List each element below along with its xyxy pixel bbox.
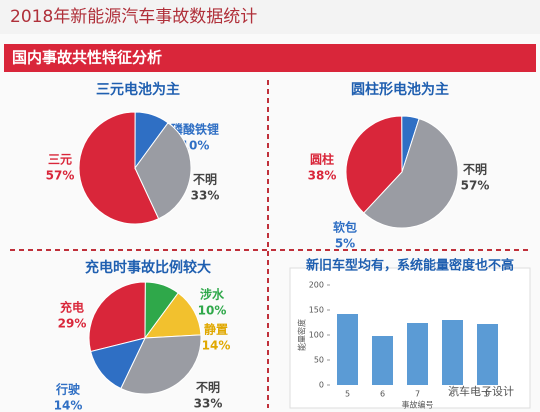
- chart-title: 充电时事故比例较大: [85, 259, 211, 276]
- slice-name: 磷酸铁锂: [171, 122, 219, 137]
- slice-value: 57%: [46, 169, 75, 183]
- y-tick-label: 0: [319, 381, 324, 390]
- y-tick-label: 150: [309, 306, 324, 315]
- bar: [337, 314, 358, 385]
- y-tick-label: 100: [309, 331, 324, 340]
- slice-value: 10%: [198, 304, 227, 318]
- slice-name: 不明: [196, 381, 220, 395]
- slice-name: 不明: [193, 173, 217, 187]
- pie-slice: [78, 111, 160, 225]
- header-band: [0, 0, 540, 34]
- banner-text: 国内事故共性特征分析: [12, 49, 162, 67]
- slice-name: 行驶: [55, 382, 80, 397]
- x-tick-label: 6: [380, 390, 385, 399]
- slice-value: 38%: [308, 169, 337, 183]
- watermark: 汽车电子设计: [448, 384, 514, 398]
- slice-name: 三元: [48, 153, 72, 167]
- chart-title: 新旧车型均有，系统能量密度也不高: [306, 258, 514, 274]
- bar: [372, 336, 393, 385]
- pie-slice: [90, 337, 146, 390]
- slice-name: 圆柱: [310, 152, 334, 167]
- pie-slice: [134, 122, 192, 220]
- x-tick-label: 9: [485, 390, 490, 399]
- slice-value: 5%: [335, 237, 355, 251]
- slice-name: 软包: [333, 220, 357, 235]
- banner: [4, 44, 536, 72]
- pie-slice: [88, 281, 146, 353]
- pie-slice: [363, 118, 459, 229]
- pie-slice: [345, 115, 403, 214]
- chart-title: 圆柱形电池为主: [351, 81, 449, 98]
- slice-value: 14%: [54, 399, 83, 412]
- slice-value: 33%: [194, 397, 223, 411]
- slice-name: 涉水: [200, 287, 225, 302]
- page-title: 2018年新能源汽车事故数据统计: [10, 7, 257, 27]
- slice-name: 不明: [463, 163, 487, 177]
- y-tick-label: 50: [314, 356, 324, 365]
- bar: [442, 320, 463, 385]
- y-axis-label: 能量密度: [297, 319, 307, 351]
- bar: [407, 323, 428, 385]
- x-tick-label: 8: [450, 390, 455, 399]
- x-tick-label: 5: [345, 390, 350, 399]
- pie-slice: [120, 334, 202, 395]
- slice-value: 29%: [58, 317, 87, 331]
- x-axis-label: 事故编号: [402, 400, 434, 410]
- slice-name: 充电: [60, 300, 84, 315]
- bar: [477, 324, 498, 385]
- slice-value: 33%: [191, 189, 220, 203]
- slice-value: 57%: [461, 179, 490, 193]
- slice-name: 静置: [204, 322, 228, 337]
- x-tick-label: 7: [415, 390, 420, 399]
- slice-value: 14%: [202, 339, 231, 353]
- y-tick-label: 200: [309, 281, 324, 290]
- chart-title: 三元电池为主: [96, 81, 180, 98]
